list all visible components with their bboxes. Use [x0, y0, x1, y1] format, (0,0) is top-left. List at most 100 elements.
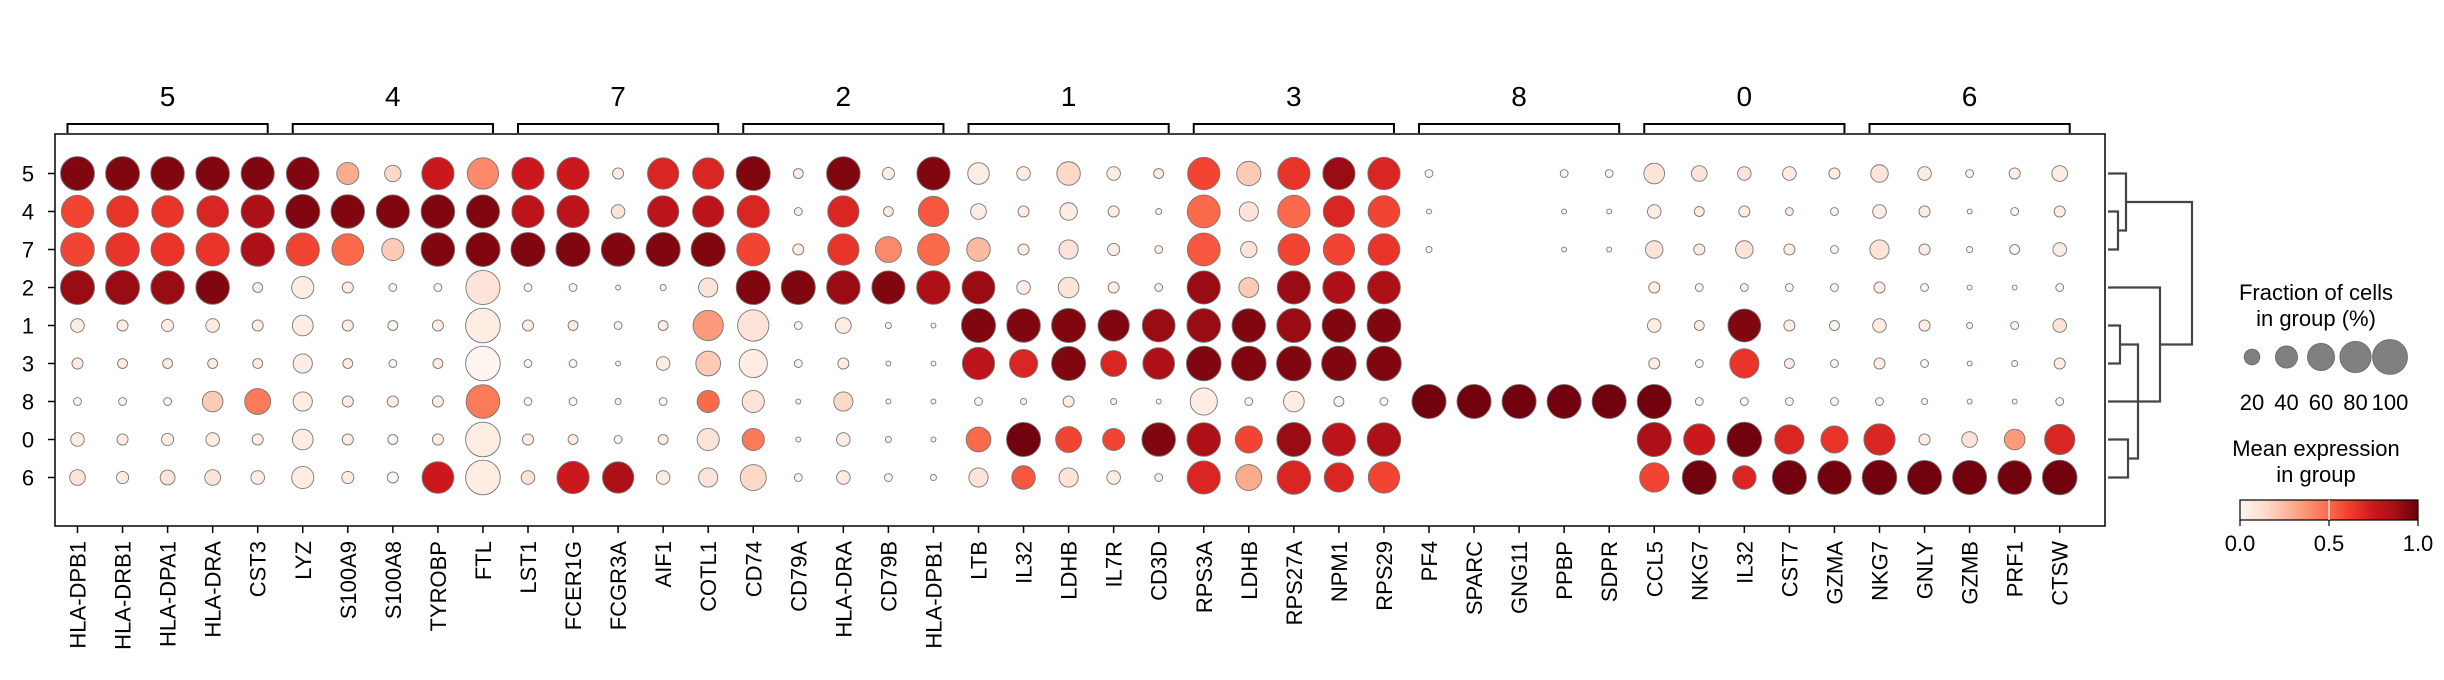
dot — [1828, 167, 1841, 180]
dot — [420, 232, 456, 267]
dot — [883, 206, 894, 217]
dot — [568, 283, 578, 292]
dot — [1920, 359, 1929, 368]
gene-label: NKG7 — [1687, 541, 1712, 601]
dot — [150, 156, 185, 191]
dot — [106, 195, 139, 228]
dot — [741, 427, 765, 452]
dot — [1411, 383, 1447, 420]
dot — [1016, 166, 1031, 181]
gene-label: NPM1 — [1327, 541, 1352, 602]
dot — [2053, 357, 2066, 370]
gene-label: TYROBP — [426, 541, 451, 631]
dot — [1058, 239, 1079, 260]
dot — [1921, 398, 1929, 405]
dot — [1636, 421, 1672, 458]
gene-label: CD79A — [786, 541, 811, 612]
dot — [555, 231, 591, 268]
gene-label: GZMA — [1822, 541, 1847, 605]
dot — [601, 461, 635, 494]
dot — [696, 427, 720, 452]
gene-label: SPARC — [1462, 541, 1487, 615]
gene-label: LTB — [967, 541, 992, 580]
dot — [1154, 245, 1164, 254]
gene-label: CST7 — [1777, 541, 1802, 597]
group-brackets: 5 4 7 2 1 3 8 0 6 — [66, 81, 2071, 133]
dot — [511, 156, 545, 191]
dot — [917, 233, 950, 266]
dot — [1870, 164, 1889, 183]
gene-label: RPS3A — [1192, 541, 1217, 613]
dot — [881, 166, 895, 181]
row-label: 6 — [22, 466, 34, 491]
dot — [151, 195, 184, 228]
dot — [2010, 321, 2020, 330]
group-label: 2 — [836, 81, 852, 112]
dot — [967, 162, 990, 185]
dot — [1141, 308, 1176, 343]
dot — [244, 388, 272, 415]
dot — [1739, 397, 1749, 406]
dot — [1276, 270, 1311, 305]
dot — [1155, 398, 1162, 405]
dot — [1231, 345, 1267, 382]
dot — [1643, 162, 1666, 185]
dot — [1155, 208, 1163, 215]
dot — [1783, 243, 1796, 256]
dot — [1501, 383, 1537, 420]
dot — [836, 432, 851, 447]
dot — [118, 397, 127, 406]
dot — [1771, 459, 1807, 496]
dot — [556, 194, 590, 229]
dot — [520, 470, 536, 485]
dot — [1236, 160, 1262, 187]
dendrogram-branch — [2108, 438, 2130, 479]
group-label: 1 — [1061, 81, 1077, 112]
dot — [1965, 169, 1974, 178]
dot — [1366, 345, 1402, 382]
dot — [1186, 308, 1222, 343]
dot — [116, 319, 129, 332]
dot — [1006, 421, 1042, 458]
dot — [1186, 232, 1221, 267]
gene-label: HLA-DPA1 — [156, 541, 181, 647]
dot — [1367, 461, 1401, 494]
gene-label: LST1 — [516, 541, 541, 594]
dot — [874, 236, 902, 263]
gene-label: CD3D — [1147, 541, 1172, 601]
dot — [1726, 421, 1763, 458]
dot — [117, 358, 128, 369]
dot — [331, 233, 365, 266]
dot — [1231, 308, 1267, 343]
dot — [1276, 421, 1312, 458]
dot — [1817, 460, 1852, 495]
dot — [105, 156, 140, 191]
gene-label: IL7R — [1102, 541, 1127, 587]
dot — [1153, 168, 1165, 179]
dot — [1110, 398, 1118, 405]
group-label: 7 — [610, 81, 626, 112]
dot — [2041, 459, 2078, 496]
dot — [240, 194, 275, 229]
gene-label: S100A9 — [336, 541, 361, 619]
dot — [251, 319, 264, 332]
gene-label: NKG7 — [1868, 541, 1893, 601]
group-bracket — [1868, 123, 2071, 133]
dot — [1056, 161, 1081, 186]
gene-labels: HLA-DPB1 HLA-DRB1 HLA-DPA1 HLA-DRA CST3 LYZ S1… — [66, 526, 2073, 650]
dot — [960, 307, 997, 344]
dot — [1059, 202, 1078, 221]
dot — [698, 467, 719, 488]
dot — [1062, 395, 1075, 408]
dot — [1100, 350, 1128, 377]
dot — [2011, 284, 2018, 291]
dot — [738, 348, 768, 379]
row-label: 1 — [22, 314, 34, 339]
dot — [961, 346, 996, 381]
dot — [1920, 283, 1929, 292]
dot — [1966, 246, 1974, 253]
dot — [1276, 307, 1312, 344]
dot — [613, 435, 623, 444]
dot — [612, 167, 625, 180]
dot — [1785, 207, 1794, 216]
